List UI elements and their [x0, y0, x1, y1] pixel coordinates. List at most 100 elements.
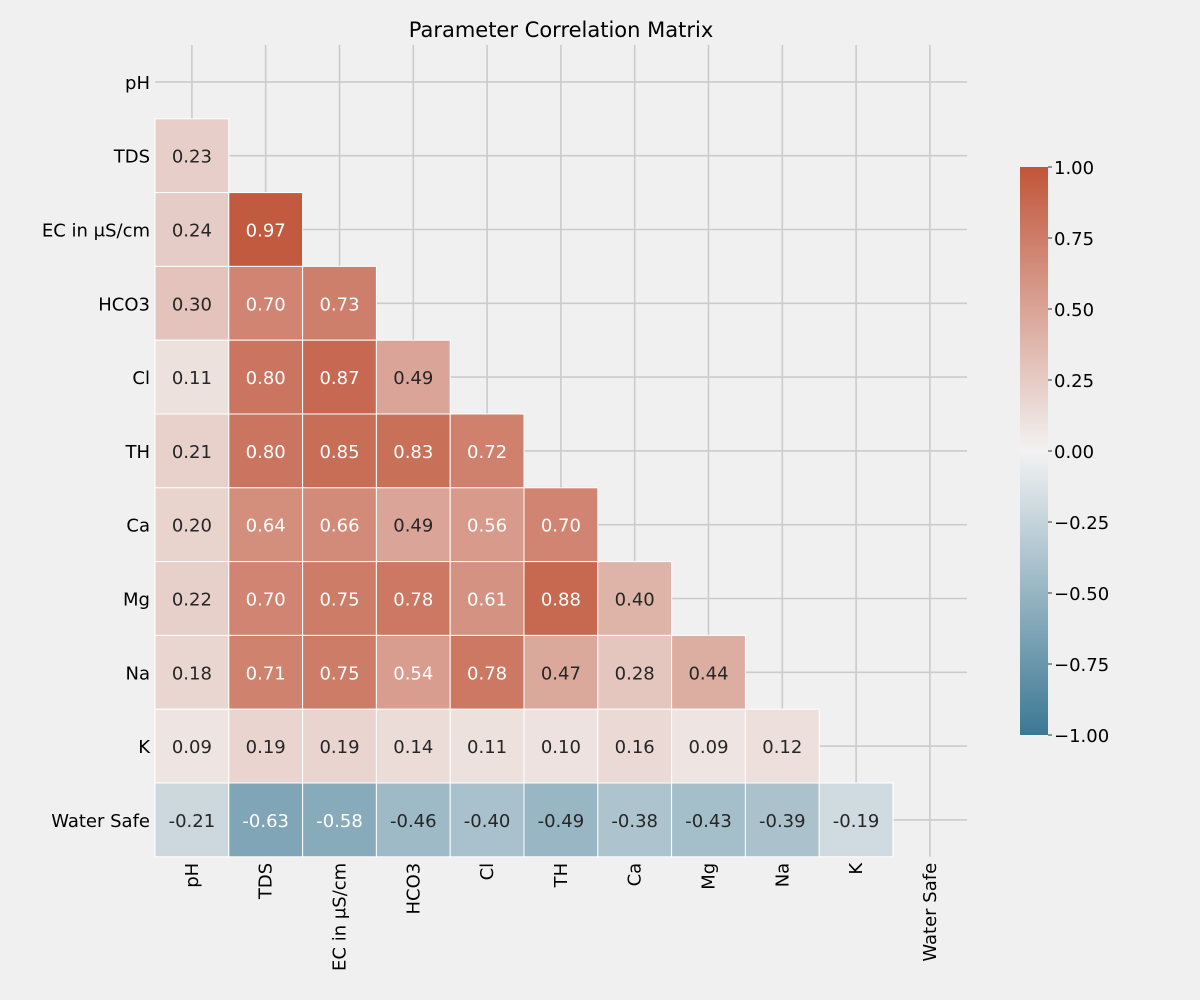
- heatmap-cell: [449, 487, 525, 563]
- cell-value-label: 0.78: [467, 663, 507, 684]
- heatmap-cell: [818, 782, 894, 858]
- heatmap-cell: [228, 561, 304, 636]
- colorbar-tick-label: 0.50: [1054, 300, 1094, 321]
- cell-value-label: 0.49: [393, 368, 433, 389]
- cell-value-label: 0.83: [393, 442, 433, 463]
- column-tick-label: Mg: [699, 863, 720, 890]
- column-tick-label: Cl: [477, 863, 498, 881]
- column-tick-label: TH: [551, 863, 572, 889]
- heatmap-cell: [154, 413, 230, 489]
- cell-value-label: 0.19: [319, 737, 359, 758]
- row-tick-label: Mg: [123, 590, 150, 611]
- colorbar-tick-label: −1.00: [1054, 726, 1109, 747]
- cell-value-label: 0.54: [393, 663, 433, 684]
- cell-value-label: 0.28: [615, 663, 655, 684]
- heatmap-cell: [154, 265, 230, 341]
- cell-value-label: 0.21: [172, 442, 212, 463]
- heatmap-cell: [523, 487, 599, 563]
- heatmap-cell: [597, 634, 673, 710]
- heatmap-cell: [449, 782, 525, 858]
- cell-value-label: -0.43: [685, 811, 732, 832]
- heatmap-cell: [228, 782, 304, 858]
- heatmap-cell: [302, 634, 377, 710]
- cell-value-label: 0.61: [467, 590, 507, 611]
- heatmap-cell: [228, 339, 304, 415]
- cell-value-label: 0.70: [246, 294, 286, 315]
- cell-value-label: 0.87: [319, 368, 359, 389]
- heatmap-cell: [228, 413, 304, 489]
- heatmap-cell: [302, 413, 377, 489]
- cell-value-label: 0.10: [541, 737, 581, 758]
- heatmap-cell: [302, 487, 377, 563]
- column-tick-label: HCO3: [403, 863, 424, 915]
- colorbar-tick-label: 0.25: [1054, 371, 1094, 392]
- cell-value-label: 0.40: [615, 590, 655, 611]
- cell-value-label: 0.11: [467, 737, 507, 758]
- column-tick-label: K: [846, 862, 867, 875]
- column-tick-label: pH: [182, 863, 203, 888]
- cell-value-label: 0.78: [393, 590, 433, 611]
- heatmap-cell: [228, 192, 304, 267]
- row-tick-label: EC in μS/cm: [42, 221, 150, 242]
- cell-value-label: 0.56: [467, 516, 507, 537]
- cell-value-label: 0.44: [688, 663, 728, 684]
- cell-value-label: 0.14: [393, 737, 433, 758]
- column-tick-label: Ca: [625, 863, 646, 887]
- heatmap-cell: [597, 561, 673, 636]
- heatmap-cell: [597, 708, 673, 784]
- heatmap-cell: [449, 413, 525, 489]
- cell-value-label: 0.49: [393, 516, 433, 537]
- cell-value-label: 0.12: [762, 737, 802, 758]
- cell-value-label: 0.18: [172, 663, 212, 684]
- heatmap-cell: [228, 634, 304, 710]
- column-tick-label: TDS: [256, 863, 277, 900]
- cell-value-label: 0.19: [246, 737, 286, 758]
- cell-value-label: -0.38: [611, 811, 658, 832]
- cell-value-label: 0.11: [172, 368, 212, 389]
- heatmap-cell: [302, 265, 377, 341]
- cell-value-label: 0.23: [172, 147, 212, 168]
- row-tick-label: TDS: [113, 147, 150, 168]
- cell-value-label: 0.80: [246, 442, 286, 463]
- cell-value-label: 0.64: [246, 516, 286, 537]
- heatmap-cell: [375, 339, 451, 415]
- cell-value-label: 0.22: [172, 590, 212, 611]
- heatmap-cell: [375, 782, 451, 858]
- cell-value-label: 0.47: [541, 663, 581, 684]
- heatmap-cell: [375, 487, 451, 563]
- cell-value-label: 0.97: [246, 221, 286, 242]
- cell-value-label: 0.72: [467, 442, 507, 463]
- heatmap-cell: [375, 413, 451, 489]
- heatmap-cell: [597, 782, 673, 858]
- heatmap-cell: [154, 561, 230, 636]
- cell-value-label: 0.20: [172, 516, 212, 537]
- colorbar-tick-label: −0.25: [1054, 513, 1109, 534]
- row-tick-label: Na: [126, 663, 151, 684]
- cell-value-label: -0.39: [759, 811, 806, 832]
- row-tick-label: Water Safe: [51, 811, 150, 832]
- colorbar-tick-label: −0.50: [1054, 584, 1109, 605]
- heatmap-cell: [302, 782, 377, 858]
- heatmap-cell: [449, 634, 525, 710]
- heatmap-cell: [154, 634, 230, 710]
- cell-value-label: -0.19: [833, 811, 880, 832]
- chart-title: Parameter Correlation Matrix: [409, 18, 714, 42]
- heatmap-cell: [523, 708, 599, 784]
- cell-value-label: 0.88: [541, 590, 581, 611]
- row-tick-label: Cl: [132, 368, 150, 389]
- heatmap-cell: [671, 708, 746, 784]
- column-tick-label: Water Safe: [920, 863, 941, 962]
- cell-value-label: -0.58: [316, 811, 363, 832]
- cell-value-label: 0.24: [172, 221, 212, 242]
- column-tick-label: EC in μS/cm: [330, 863, 351, 971]
- heatmap-cell: [523, 561, 599, 636]
- cell-value-label: 0.73: [319, 294, 359, 315]
- cell-value-label: -0.40: [464, 811, 511, 832]
- heatmap-cell: [302, 561, 377, 636]
- heatmap-cell: [154, 487, 230, 563]
- colorbar-gradient: [1020, 167, 1048, 735]
- cell-value-label: 0.70: [246, 590, 286, 611]
- cell-value-label: 0.30: [172, 294, 212, 315]
- cell-value-label: 0.71: [246, 663, 286, 684]
